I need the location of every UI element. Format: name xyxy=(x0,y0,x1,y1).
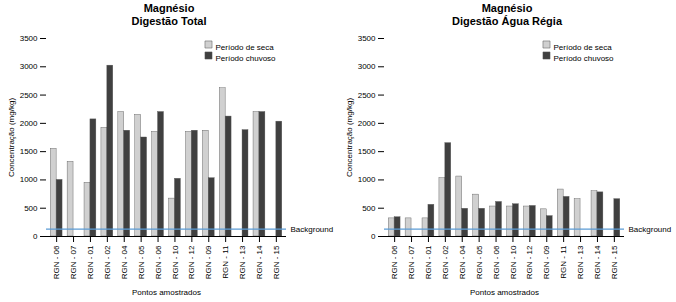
svg-text:1000: 1000 xyxy=(358,175,376,184)
svg-text:1500: 1500 xyxy=(20,147,38,156)
svg-text:RGN - 14: RGN - 14 xyxy=(593,245,602,279)
svg-text:RGN - 14: RGN - 14 xyxy=(255,245,264,279)
svg-text:RGN - 06: RGN - 06 xyxy=(390,245,399,279)
svg-text:Background: Background xyxy=(291,225,334,234)
svg-text:RGN - 11: RGN - 11 xyxy=(559,245,568,279)
svg-text:RGN - 11: RGN - 11 xyxy=(221,245,230,279)
svg-text:RGN - 07: RGN - 07 xyxy=(407,245,416,279)
svg-text:1000: 1000 xyxy=(20,175,38,184)
svg-text:RGN - 10: RGN - 10 xyxy=(509,245,518,279)
svg-text:3000: 3000 xyxy=(358,62,376,71)
svg-text:2500: 2500 xyxy=(20,91,38,100)
svg-text:RGN - 02: RGN - 02 xyxy=(441,245,450,279)
svg-text:RGN - 09: RGN - 09 xyxy=(204,245,213,279)
svg-text:Concentração (mg/kg): Concentração (mg/kg) xyxy=(345,98,354,177)
svg-text:Período de seca: Período de seca xyxy=(554,43,613,52)
svg-text:RGN - 06: RGN - 06 xyxy=(492,245,501,279)
svg-text:RGN - 05: RGN - 05 xyxy=(137,245,146,279)
svg-text:Pontos amostrados: Pontos amostrados xyxy=(132,288,201,297)
svg-text:Período de seca: Período de seca xyxy=(216,43,275,52)
svg-text:Pontos amostrados: Pontos amostrados xyxy=(470,288,539,297)
svg-text:RGN - 12: RGN - 12 xyxy=(187,245,196,279)
svg-text:RGN - 15: RGN - 15 xyxy=(272,245,281,279)
svg-text:3500: 3500 xyxy=(20,34,38,43)
svg-text:RGN - 05: RGN - 05 xyxy=(475,245,484,279)
html-text:Magnésio Digestão Total: Magnésio Digestão Total xyxy=(131,2,207,27)
svg-text:Background: Background xyxy=(629,225,672,234)
svg-text:0: 0 xyxy=(371,232,376,241)
svg-text:Período chuvoso: Período chuvoso xyxy=(554,54,615,63)
svg-text:500: 500 xyxy=(362,204,376,213)
svg-text:RGN - 07: RGN - 07 xyxy=(69,245,78,279)
svg-text:RGN - 15: RGN - 15 xyxy=(610,245,619,279)
svg-text:RGN - 04: RGN - 04 xyxy=(458,245,467,279)
svg-text:RGN - 13: RGN - 13 xyxy=(238,245,247,279)
svg-text:0: 0 xyxy=(33,232,38,241)
svg-text:500: 500 xyxy=(24,204,38,213)
svg-text:Período chuvoso: Período chuvoso xyxy=(216,54,277,63)
html-text:Magnésio Digestão Água Régia: Magnésio Digestão Água Régia xyxy=(452,2,562,27)
svg-text:RGN - 01: RGN - 01 xyxy=(86,245,95,279)
svg-text:RGN - 01: RGN - 01 xyxy=(424,245,433,279)
svg-text:2000: 2000 xyxy=(358,119,376,128)
svg-text:Concentração (mg/kg): Concentração (mg/kg) xyxy=(7,98,16,177)
svg-text:RGN - 02: RGN - 02 xyxy=(103,245,112,279)
svg-text:2000: 2000 xyxy=(20,119,38,128)
svg-text:RGN - 06: RGN - 06 xyxy=(52,245,61,279)
svg-text:RGN - 13: RGN - 13 xyxy=(576,245,585,279)
svg-text:1500: 1500 xyxy=(358,147,376,156)
svg-text:RGN - 06: RGN - 06 xyxy=(154,245,163,279)
svg-text:RGN - 04: RGN - 04 xyxy=(120,245,129,279)
svg-text:RGN - 09: RGN - 09 xyxy=(542,245,551,279)
svg-text:RGN - 12: RGN - 12 xyxy=(525,245,534,279)
svg-text:3000: 3000 xyxy=(20,62,38,71)
svg-text:RGN - 10: RGN - 10 xyxy=(171,245,180,279)
svg-text:2500: 2500 xyxy=(358,91,376,100)
svg-text:3500: 3500 xyxy=(358,34,376,43)
